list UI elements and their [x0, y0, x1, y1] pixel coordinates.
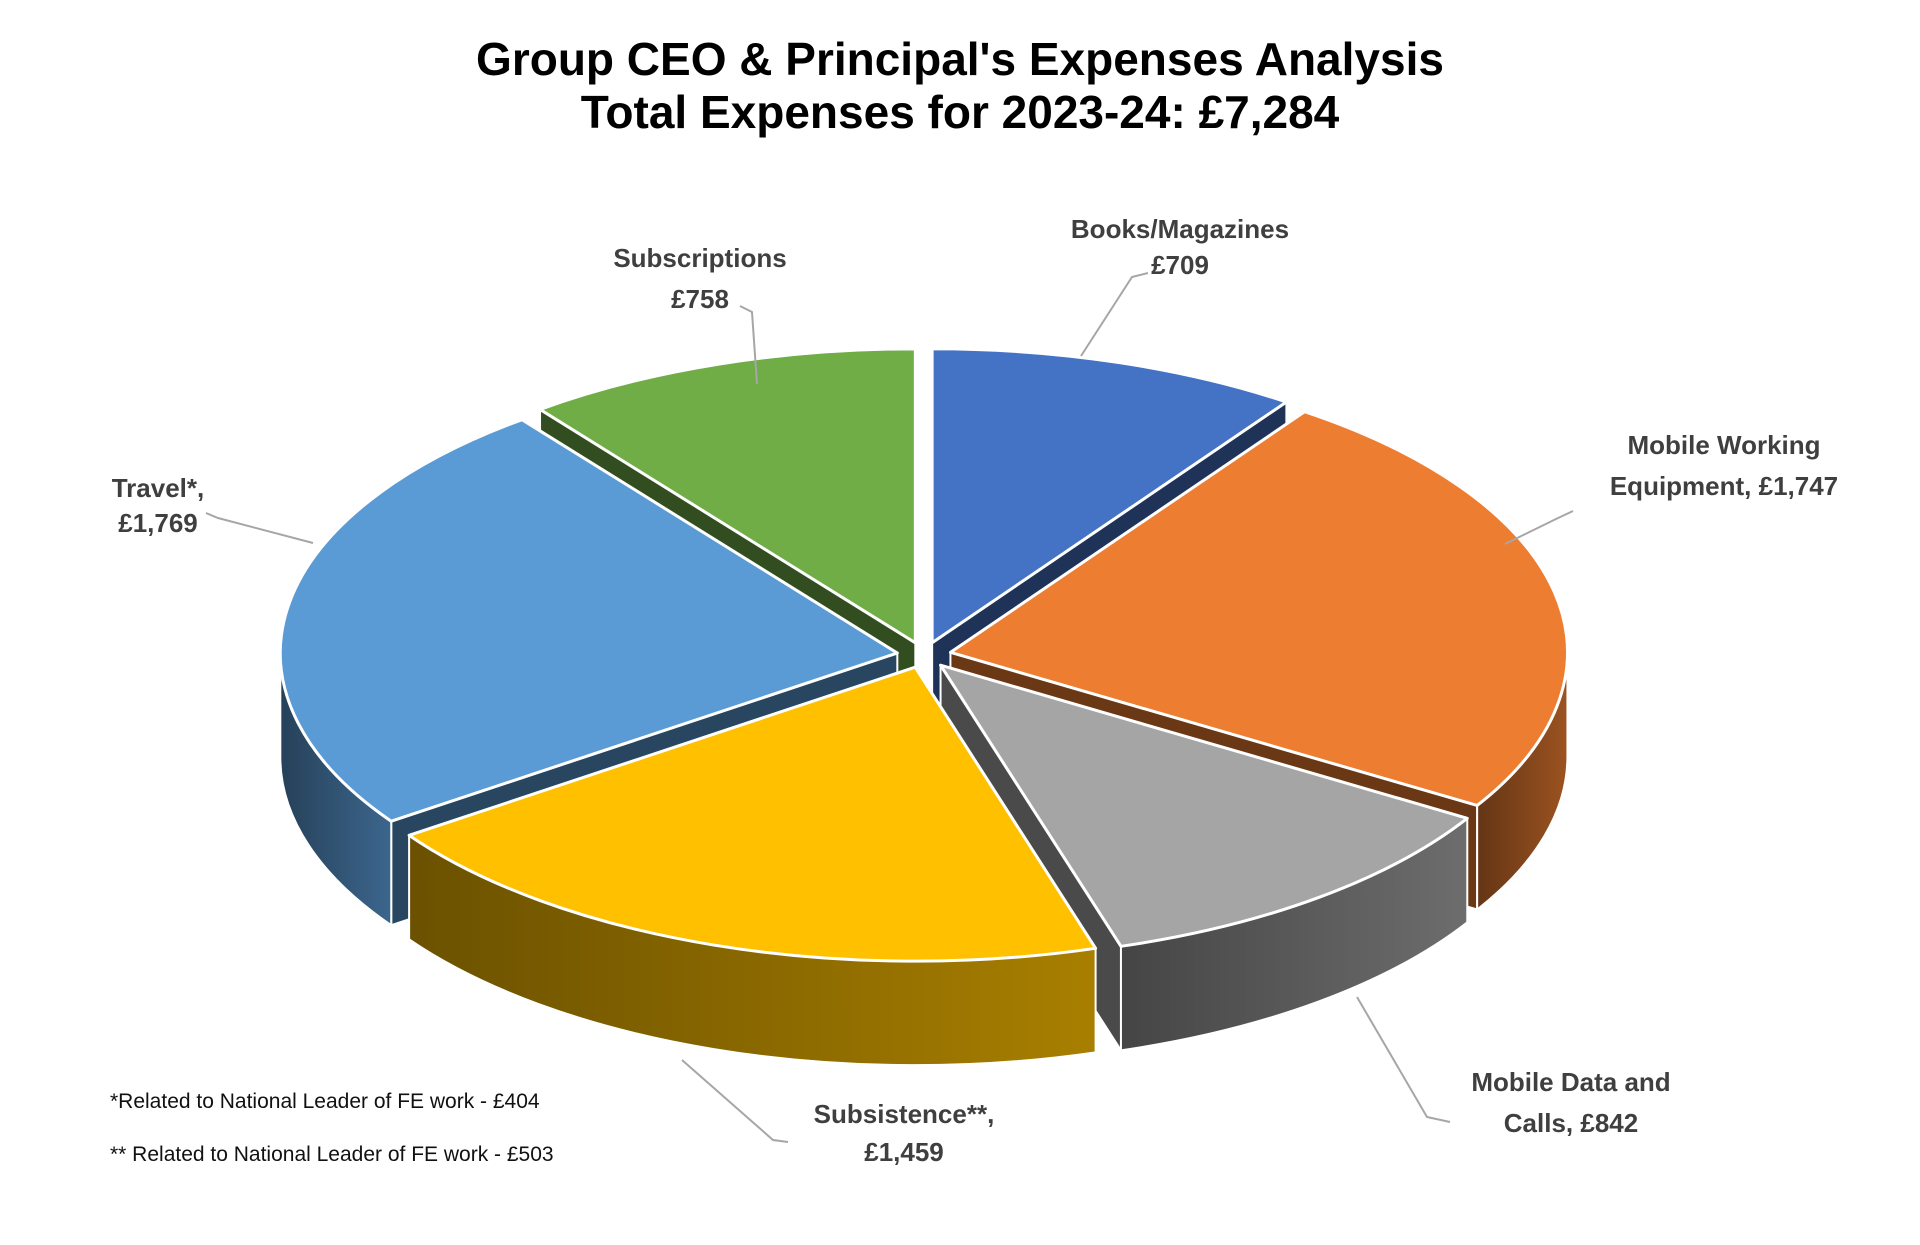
pie-slice-subsistence [407, 665, 1098, 963]
chart-title-line1: Group CEO & Principal's Expenses Analysi… [476, 33, 1444, 85]
slice-label-mobile-working-equipment-line2: Equipment, £1,747 [1610, 471, 1838, 501]
chart-title-line2: Total Expenses for 2023-24: £7,284 [580, 86, 1340, 138]
leader-line-subsistence [681, 1059, 789, 1143]
leader-line-mobile-data-and-calls [1356, 996, 1451, 1123]
leader-line-subscriptions [739, 305, 758, 385]
pie-slice-subsistence-group [407, 665, 1098, 1067]
pie-slice-travel [278, 418, 899, 823]
pie-slice-mobile-data-and-calls [939, 663, 1469, 948]
leader-line-mobile-working-equipment [1504, 510, 1574, 545]
slice-label-subsistence-line2: £1,459 [864, 1137, 944, 1167]
leader-line-travel [205, 512, 314, 544]
slice-label-mobile-working-equipment-line1: Mobile Working [1627, 430, 1820, 460]
slice-label-mobile-data-and-calls-line2: Calls, £842 [1504, 1108, 1638, 1138]
footnote-2: ** Related to National Leader of FE work… [110, 1143, 554, 1166]
leader-line-books-magazines [1080, 272, 1149, 357]
pie-slice-mobile-working-equipment [948, 410, 1569, 807]
slice-label-subsistence-line1: Subsistence**, [814, 1099, 995, 1129]
slice-label-travel-line1: Travel*, [112, 473, 205, 503]
pie-slice-books-magazines [930, 347, 1288, 645]
slice-label-subscriptions-line1: Subscriptions [613, 243, 786, 273]
slice-label-mobile-data-and-calls-line1: Mobile Data and [1471, 1067, 1670, 1097]
pie-slice-subscriptions [538, 347, 917, 645]
slice-label-books-magazines-line1: Books/Magazines [1071, 214, 1289, 244]
slice-label-subscriptions-line2: £758 [671, 284, 729, 314]
chart-title: Group CEO & Principal's Expenses Analysi… [0, 33, 1920, 139]
slice-label-books-magazines-line2: £709 [1151, 250, 1209, 280]
slice-label-travel-line2: £1,769 [118, 508, 198, 538]
footnote-1: *Related to National Leader of FE work -… [110, 1090, 540, 1113]
